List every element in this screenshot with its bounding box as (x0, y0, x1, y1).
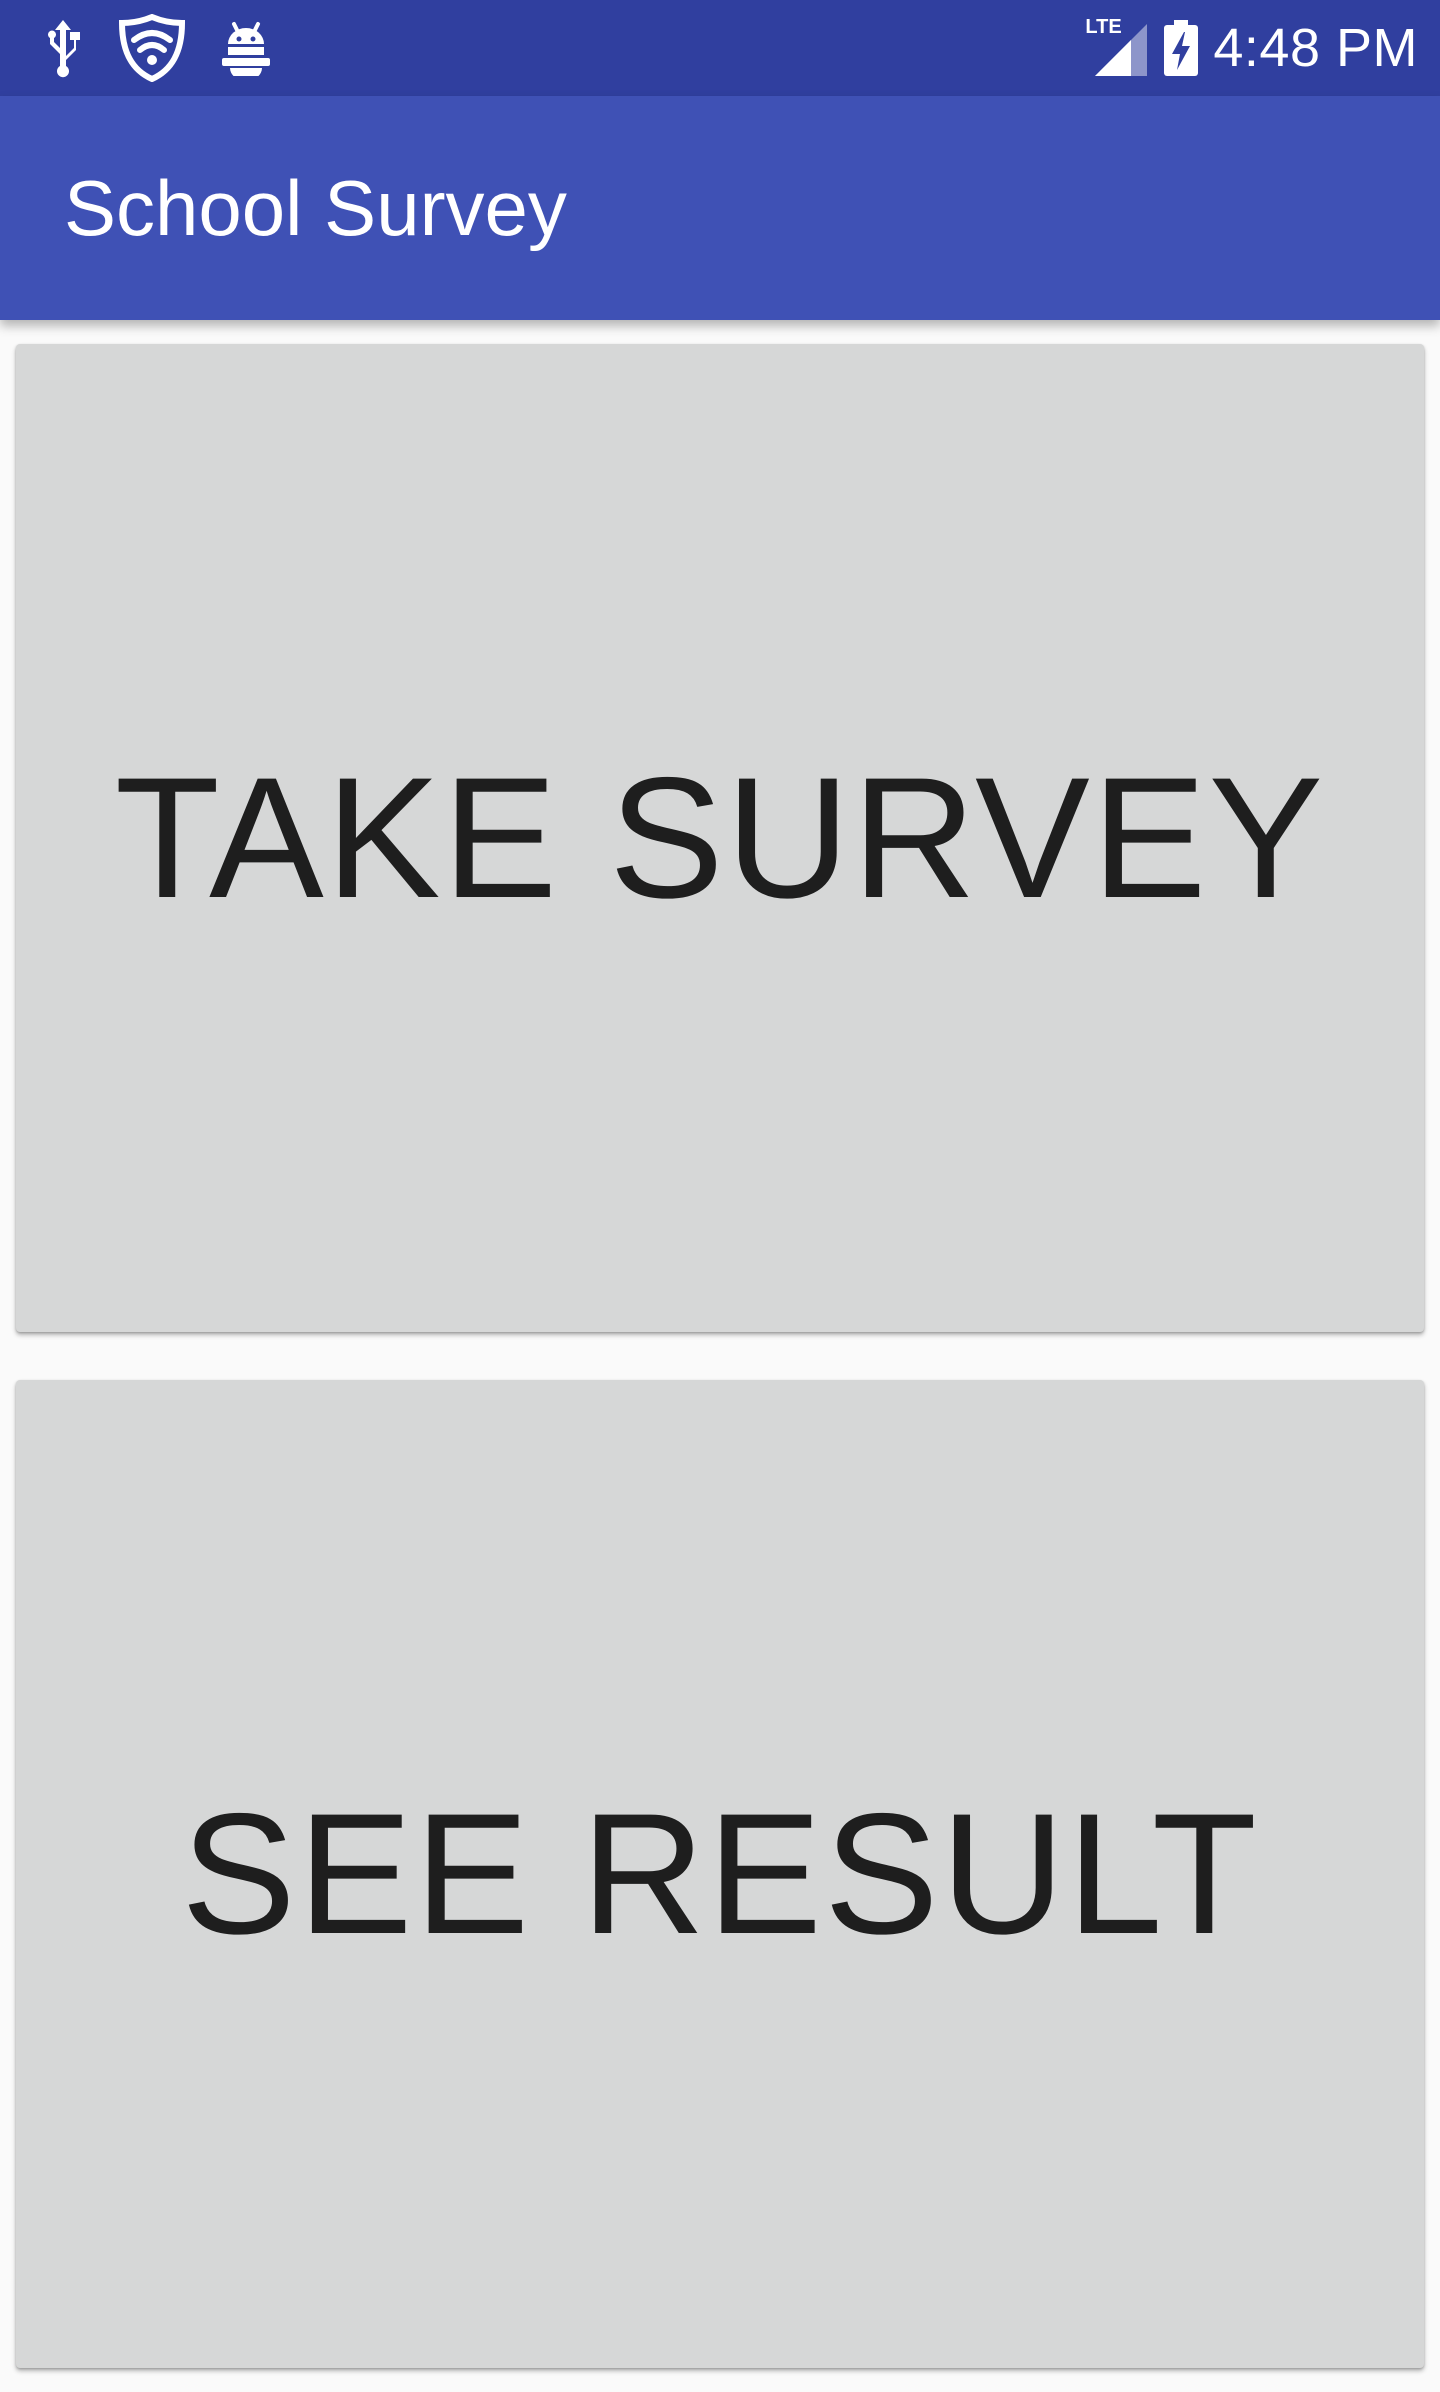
vpn-shield-icon (118, 14, 186, 82)
lte-signal-icon: LTE (1085, 16, 1149, 78)
usb-icon (40, 18, 86, 78)
android-debug-icon (218, 20, 274, 76)
see-result-button[interactable]: SEE RESULT (16, 1380, 1424, 2368)
take-survey-label: TAKE SURVEY (114, 742, 1326, 934)
battery-charging-icon (1161, 18, 1201, 78)
app-title: School Survey (64, 164, 567, 252)
network-type-label: LTE (1085, 16, 1122, 38)
status-time: 4:48 PM (1213, 18, 1418, 78)
app-toolbar: School Survey (0, 96, 1440, 320)
see-result-label: SEE RESULT (181, 1778, 1259, 1970)
take-survey-button[interactable]: TAKE SURVEY (16, 344, 1424, 1332)
status-bar: LTE 4:48 PM (0, 0, 1440, 96)
status-notification-icons (40, 14, 274, 82)
status-system-icons: LTE 4:48 PM (1085, 14, 1418, 82)
